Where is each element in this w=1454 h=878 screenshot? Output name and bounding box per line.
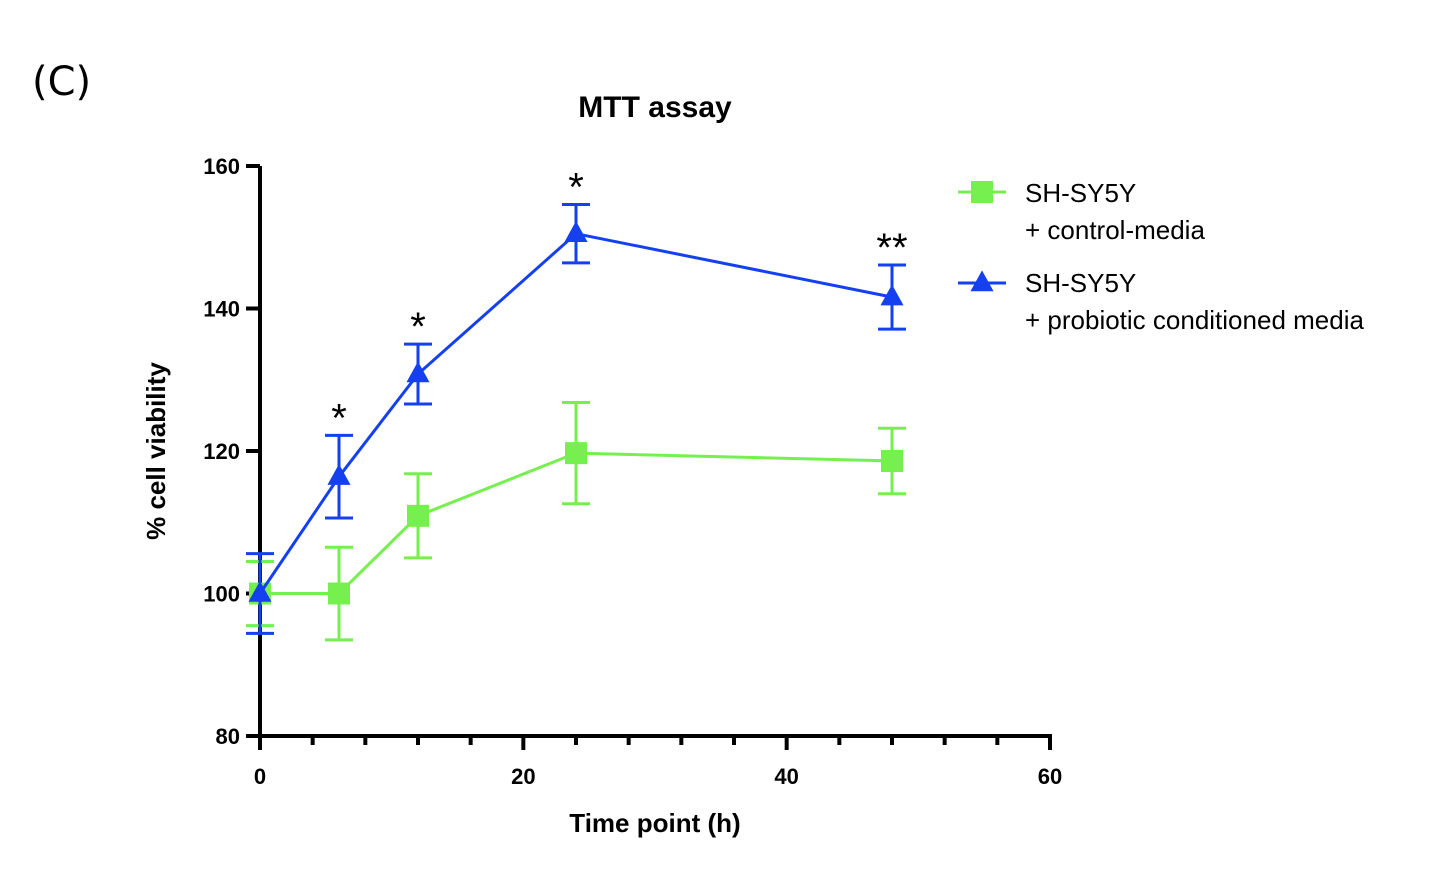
legend-label-line2: + control-media [1025,215,1205,245]
legend-item-control: SH-SY5Y + control-media [958,178,1205,245]
data-point-triangle [970,270,994,292]
y-tick-label: 160 [203,154,240,179]
data-point-square [407,504,429,527]
legend-label-line1: SH-SY5Y [1025,268,1136,298]
y-tick-label: 120 [203,439,240,464]
data-point-square [328,582,350,605]
series-probiotic [246,202,906,635]
data-point-square [971,181,993,203]
x-axis-label: Time point (h) [569,808,740,838]
x-tick-label: 20 [511,764,535,789]
legend-item-probiotic: SH-SY5Y + probiotic conditioned media [958,268,1364,335]
significance-marker: * [568,165,584,209]
data-point-square [565,442,587,465]
y-tick-label: 100 [203,582,240,607]
y-axis-label: % cell viability [141,362,171,540]
significance-marker: * [331,396,347,440]
significance-marker: ** [876,226,907,270]
panel-label: (C) [32,59,91,105]
x-tick-label: 60 [1038,764,1062,789]
chart-title: MTT assay [578,91,732,124]
axes: 80 100 120 140 160 0 20 40 60 [203,154,1062,789]
data-point-triangle [880,284,904,306]
y-tick-label: 80 [216,724,240,749]
x-tick-label: 40 [774,764,798,789]
data-point-triangle [248,580,272,602]
data-point-square [881,449,903,472]
data-point-triangle [564,221,588,242]
x-tick-label: 0 [254,764,266,789]
plot-area: ***** [246,165,908,642]
y-tick-label: 140 [203,297,240,322]
legend-label-line1: SH-SY5Y [1025,178,1136,208]
data-point-triangle [327,464,351,485]
significance-marker: * [410,305,426,349]
data-point-triangle [406,361,430,383]
legend-label-line2: + probiotic conditioned media [1025,305,1364,335]
legend: SH-SY5Y + control-media SH-SY5Y + probio… [958,178,1364,335]
